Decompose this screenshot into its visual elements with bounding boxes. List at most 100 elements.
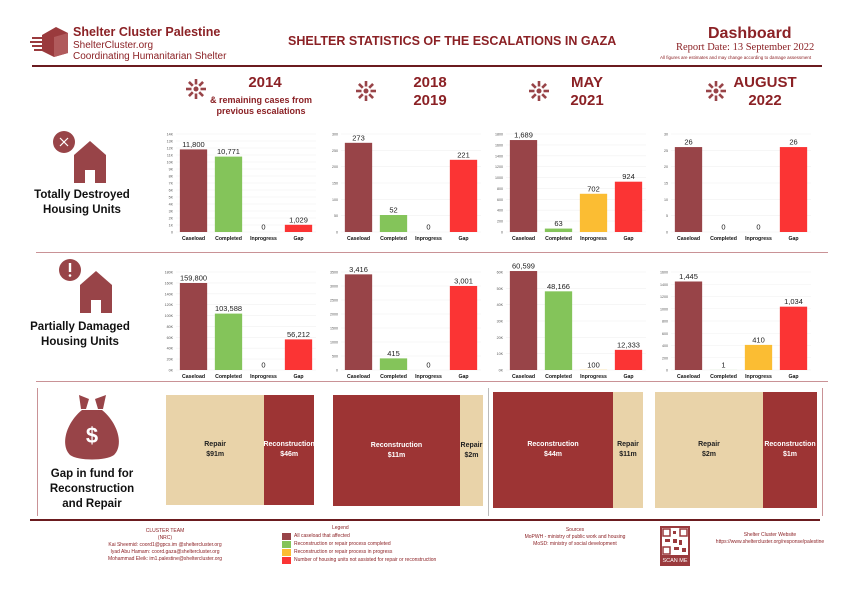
x-category-label: Caseload: [182, 374, 205, 380]
y-tick-label: 500: [332, 355, 338, 359]
fund-segment-label: Reconstruction: [764, 441, 816, 448]
x-category-label: Gap: [788, 374, 798, 380]
x-category-label: Inprogress: [250, 374, 277, 380]
sources: Sources MoPWH - ministry of public work …: [510, 527, 640, 548]
period-line: 2018: [413, 74, 447, 91]
fund-segment-value: $44m: [544, 451, 562, 458]
bar-caseload: [509, 271, 538, 370]
x-category-label: Completed: [215, 236, 242, 242]
x-category-label: Inprogress: [745, 236, 772, 242]
house-x-icon: [53, 131, 106, 183]
legend-label: All caseload that affected: [294, 533, 350, 539]
y-tick-label: 30: [664, 133, 668, 137]
data-label: 10,771: [217, 147, 240, 156]
bar-completed: [544, 291, 573, 370]
period-title: MAY 2021: [557, 74, 617, 110]
bar-completed: [214, 313, 243, 370]
period-line: 2019: [413, 92, 447, 109]
data-label: 100: [587, 360, 600, 369]
y-tick-label: 400: [662, 344, 668, 348]
y-tick-label: 5K: [169, 196, 174, 200]
fund-segment-label: Reconstruction: [527, 441, 579, 448]
y-tick-label: 120K: [165, 303, 174, 307]
bar-gap: [284, 339, 313, 370]
y-tick-label: 7K: [169, 182, 174, 186]
x-category-label: Completed: [215, 374, 242, 380]
source-item: MoPWH - ministry of public work and hous…: [524, 534, 626, 540]
org-website[interactable]: ShelterCluster.org: [73, 40, 154, 51]
fund-segment-repair: Repair $2m: [459, 395, 483, 506]
y-tick-label: 60K: [497, 271, 504, 275]
y-tick-label: 140K: [165, 292, 174, 296]
fund-segment-value: $2m: [701, 451, 716, 458]
row-label-line: Partially Damaged: [30, 321, 130, 333]
data-label: 60,599: [512, 262, 535, 271]
legend-title: Legend: [332, 525, 349, 531]
bar-gap: [449, 285, 478, 370]
burst-icon: [186, 79, 206, 99]
y-tick-label: 1500: [330, 327, 338, 331]
y-tick-label: 0: [171, 231, 173, 235]
y-tick-label: 10K: [497, 352, 504, 356]
y-tick-label: 100K: [165, 314, 174, 318]
y-tick-label: 0: [501, 231, 503, 235]
y-tick-label: 160K: [165, 281, 174, 285]
bar-gap: [614, 349, 643, 370]
disclaimer: All figures are estimates and may change…: [660, 55, 812, 60]
x-category-label: Caseload: [347, 374, 370, 380]
y-tick-label: 3000: [330, 285, 338, 289]
row-label-damaged: Partially Damaged Housing Units: [10, 320, 150, 350]
bar-completed: [544, 228, 573, 232]
bar-completed: [379, 215, 408, 232]
data-label: 0: [721, 223, 725, 232]
fund-segment-value: $1m: [782, 451, 797, 458]
website-link[interactable]: https://www.sheltercluster.org/response/…: [715, 539, 825, 545]
x-category-label: Gap: [458, 374, 468, 380]
row-label-line: Housing Units: [43, 204, 121, 216]
y-tick-label: 600: [662, 332, 668, 336]
y-tick-label: 20K: [497, 336, 504, 340]
bar-chart-destroyed-2022: 0 5 10 15 20 25 30 26 Caseload 0 Completed 0 Inprogr…: [664, 133, 811, 242]
y-tick-label: 3500: [330, 271, 338, 275]
y-tick-label: 30K: [497, 320, 504, 324]
team-org: (NRC): [157, 535, 173, 541]
y-tick-label: 0: [336, 369, 338, 373]
fund-segment-repair: Repair $11m: [613, 392, 643, 508]
y-tick-label: 13K: [167, 140, 174, 144]
fund-segment-label: Repair: [460, 441, 483, 449]
bar-caseload: [674, 281, 703, 370]
period-sub-line: & remaining cases from: [209, 95, 313, 105]
burst-icon: [356, 81, 376, 101]
y-tick-label: 1800: [495, 133, 503, 137]
legend-swatch: [282, 556, 291, 564]
fund-segment-value: $91m: [206, 451, 225, 458]
row-label-line: Totally Destroyed: [34, 189, 130, 201]
x-category-label: Completed: [710, 374, 737, 380]
qr-code[interactable]: SCAN ME: [660, 526, 690, 566]
y-tick-label: 1000: [495, 176, 503, 180]
y-tick-label: 4K: [169, 203, 174, 207]
data-label: 159,800: [180, 273, 207, 282]
bar-chart-destroyed-2018: 0 50 100 150 200 250 300 273 Caseload 52 Completed…: [332, 133, 481, 242]
data-label: 924: [622, 172, 635, 181]
bar-chart-destroyed-2014: 0 1K 2K 3K 4K 5K 6K 7K 8K 9K 10K 11K 12K 13K 14K 11,800…: [167, 133, 316, 242]
fund-segment-value: $46m: [280, 451, 299, 458]
x-category-label: Gap: [623, 236, 633, 242]
y-tick-label: 1000: [660, 307, 668, 311]
x-category-label: Inprogress: [415, 236, 442, 242]
period-title: 2014: [210, 74, 320, 92]
y-tick-label: 80K: [167, 325, 174, 329]
website-title: Shelter Cluster Website: [743, 532, 797, 538]
fund-segment-label: Repair: [204, 441, 227, 448]
data-label: 410: [752, 335, 765, 344]
y-tick-label: 3K: [169, 210, 174, 214]
data-label: 702: [587, 184, 600, 193]
section-border: [37, 388, 38, 516]
y-tick-label: 200: [497, 220, 503, 224]
x-category-label: Caseload: [677, 236, 700, 242]
y-tick-label: 1200: [660, 295, 668, 299]
data-label: 0: [261, 223, 265, 232]
y-tick-label: 1K: [169, 224, 174, 228]
data-label: 221: [457, 150, 470, 159]
data-label: 1,029: [289, 215, 308, 224]
